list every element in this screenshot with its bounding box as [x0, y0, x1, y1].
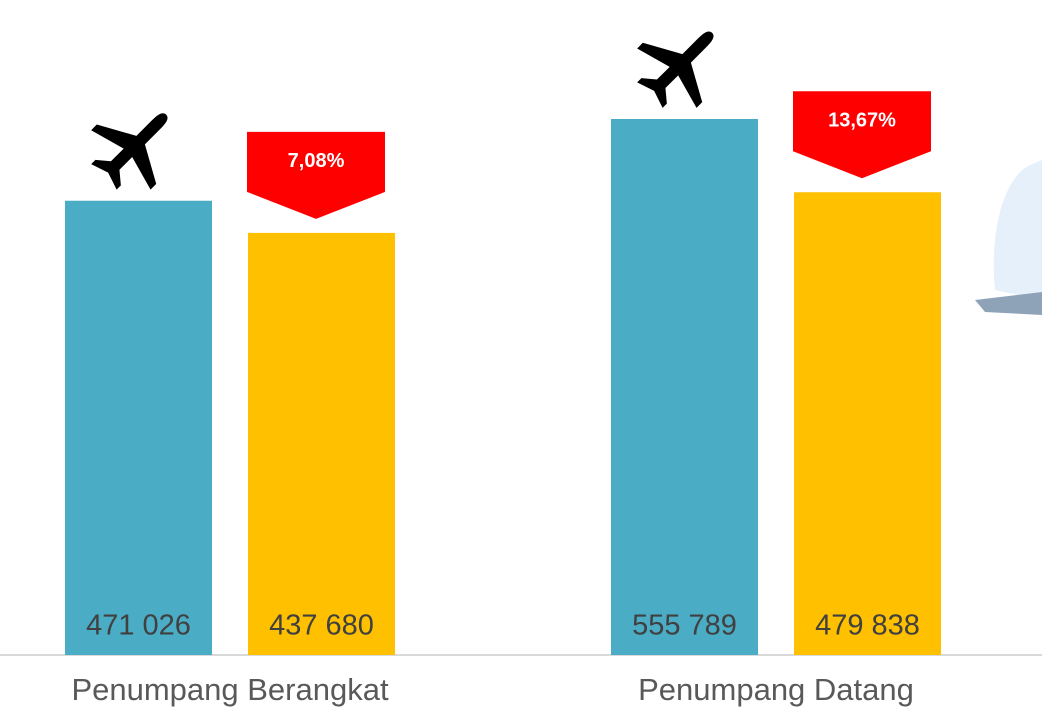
- background-decoration: [993, 160, 1042, 300]
- change-label: 13,67%: [828, 110, 896, 132]
- bar: [248, 232, 395, 656]
- bar: [794, 192, 941, 655]
- change-badge: [793, 91, 931, 179]
- change-label: 7,08%: [288, 150, 345, 172]
- value-label: 437 680: [269, 610, 374, 642]
- value-label: 471 026: [86, 610, 191, 642]
- category-label: Penumpang Berangkat: [71, 672, 389, 707]
- change-badge: [247, 131, 385, 219]
- bar: [65, 200, 212, 655]
- value-label: 479 838: [815, 610, 920, 642]
- value-label: 555 789: [632, 610, 737, 642]
- bar: [611, 119, 758, 655]
- category-label: Penumpang Datang: [638, 672, 914, 707]
- plane-icon: [74, 84, 196, 207]
- background-decoration: [975, 292, 1042, 315]
- plane-icon: [620, 3, 742, 125]
